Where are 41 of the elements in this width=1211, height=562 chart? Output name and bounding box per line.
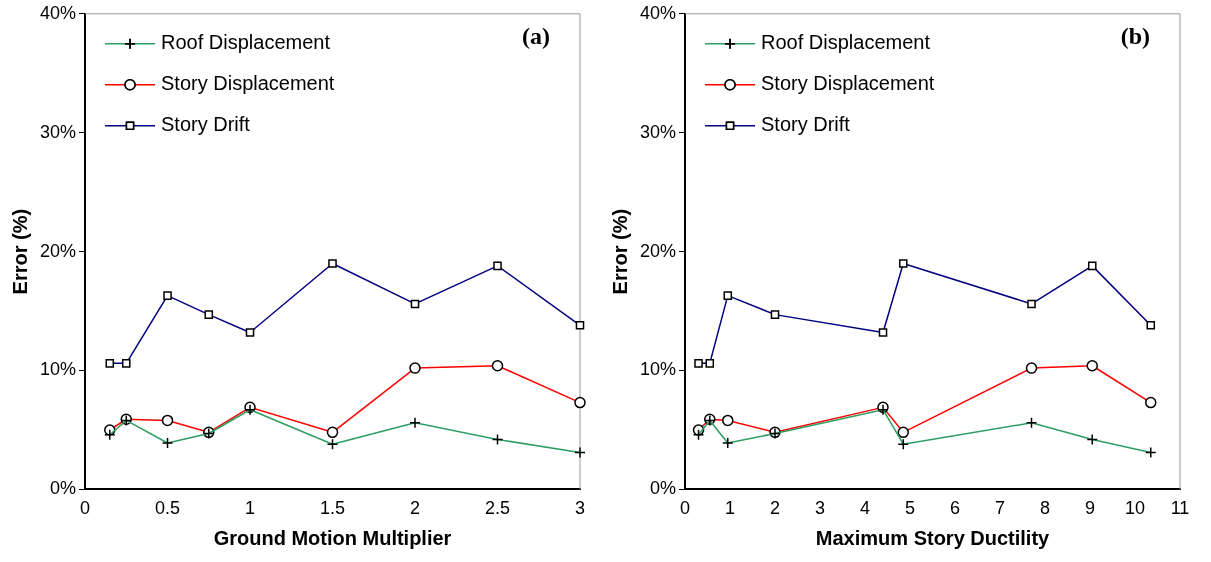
x-tick-label: 2 [770,498,781,519]
x-tick-label: 3 [815,498,826,519]
y-axis-title: Error (%) [608,208,631,295]
annotation: (a) [522,23,550,49]
legend-label: Roof Displacement [761,31,931,54]
x-tick-label: 1 [725,498,736,519]
legend-label: Story Displacement [161,72,335,95]
x-tick-label: 2 [410,498,421,519]
y-tick-label: 20% [40,240,77,261]
y-tick-label: 20% [640,240,677,261]
x-tick-label: 0 [80,498,91,519]
x-tick-label: 7 [995,498,1006,519]
y-tick-label: 10% [640,359,677,380]
x-axis-title: Maximum Story Ductility [815,526,1051,549]
y-tick-label: 30% [640,121,677,142]
x-tick-label: 0.5 [155,498,181,519]
legend-label: Story Drift [161,113,251,136]
y-tick-label: 0% [50,478,77,499]
y-tick-label: 30% [40,121,77,142]
x-tick-label: 4 [860,498,871,519]
legend-label: Story Drift [761,113,851,136]
x-tick-label: 6 [950,498,961,519]
y-tick-label: 40% [640,2,677,23]
legend-label: Story Displacement [761,72,935,95]
x-tick-label: 9 [1085,498,1096,519]
x-tick-label: 8 [1040,498,1051,519]
x-tick-label: 11 [1170,498,1190,519]
y-tick-label: 40% [40,2,77,23]
x-tick-label: 1.5 [320,498,346,519]
y-tick-label: 10% [40,359,77,380]
annotation: (b) [1120,23,1150,49]
y-tick-label: 0% [650,478,677,499]
x-tick-label: 10 [1124,498,1146,519]
x-tick-label: 2.5 [484,498,511,519]
legend-label: Roof Displacement [161,31,331,54]
x-tick-label: 3 [574,498,586,519]
x-tick-label: 0 [680,498,691,519]
x-axis-title: Ground Motion Multiplier [213,526,452,549]
x-tick-label: 5 [905,498,916,519]
y-axis-title: Error (%) [8,208,31,295]
x-tick-label: 1 [245,498,256,519]
